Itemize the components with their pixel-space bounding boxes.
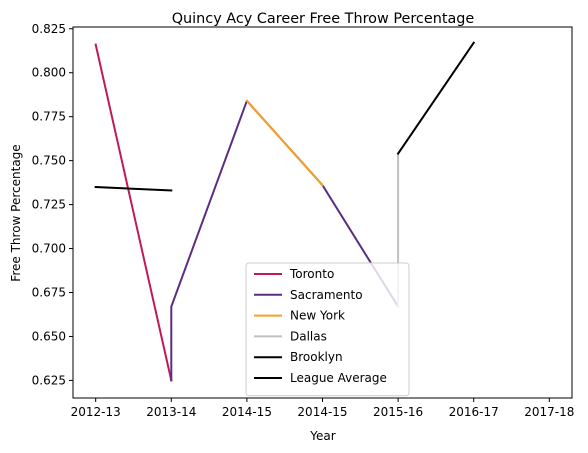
y-tick-label: 0.675 <box>32 286 66 300</box>
legend-label: Toronto <box>289 267 334 281</box>
legend: Toronto Sacramento New York Dallas Brooklyn L… <box>245 262 410 397</box>
x-tick-label: 2017-18 <box>524 405 574 419</box>
x-axis: 2012-13 2013-14 2014-15 2014-15 2015-16 2016-… <box>71 398 574 419</box>
x-tick-label: 2012-13 <box>71 405 121 419</box>
legend-label: Dallas <box>290 329 327 343</box>
x-tick-label: 2016-17 <box>449 405 499 419</box>
y-axis: 0.625 0.650 0.675 0.700 0.725 0.750 0.775 0.800… <box>32 22 73 387</box>
x-tick-label: 2014-15 <box>297 405 347 419</box>
x-tick-label: 2015-16 <box>373 405 423 419</box>
legend-label: League Average <box>290 371 387 385</box>
y-tick-label: 0.825 <box>32 22 66 36</box>
legend-label: Sacramento <box>290 288 363 302</box>
series-line-4 <box>396 41 476 155</box>
y-tick-label: 0.700 <box>32 242 66 256</box>
series-line-0 <box>94 43 173 382</box>
legend-frame <box>245 262 410 397</box>
y-axis-label: Free Throw Percentage <box>9 144 23 281</box>
chart-title: Quincy Acy Career Free Throw Percentage <box>172 11 475 27</box>
series-line-2 <box>245 99 324 187</box>
y-tick-label: 0.800 <box>32 66 66 80</box>
plot-area <box>94 41 476 382</box>
x-tick-label: 2014-15 <box>222 405 272 419</box>
y-tick-label: 0.750 <box>32 154 66 168</box>
y-tick-label: 0.775 <box>32 110 66 124</box>
series-line-5 <box>94 185 173 192</box>
legend-label: Brooklyn <box>290 350 343 364</box>
x-axis-label: Year <box>309 429 335 443</box>
y-tick-label: 0.725 <box>32 198 66 212</box>
y-tick-label: 0.650 <box>32 329 66 343</box>
legend-label: New York <box>290 309 345 323</box>
x-tick-label: 2013-14 <box>146 405 196 419</box>
y-tick-label: 0.625 <box>32 373 66 387</box>
